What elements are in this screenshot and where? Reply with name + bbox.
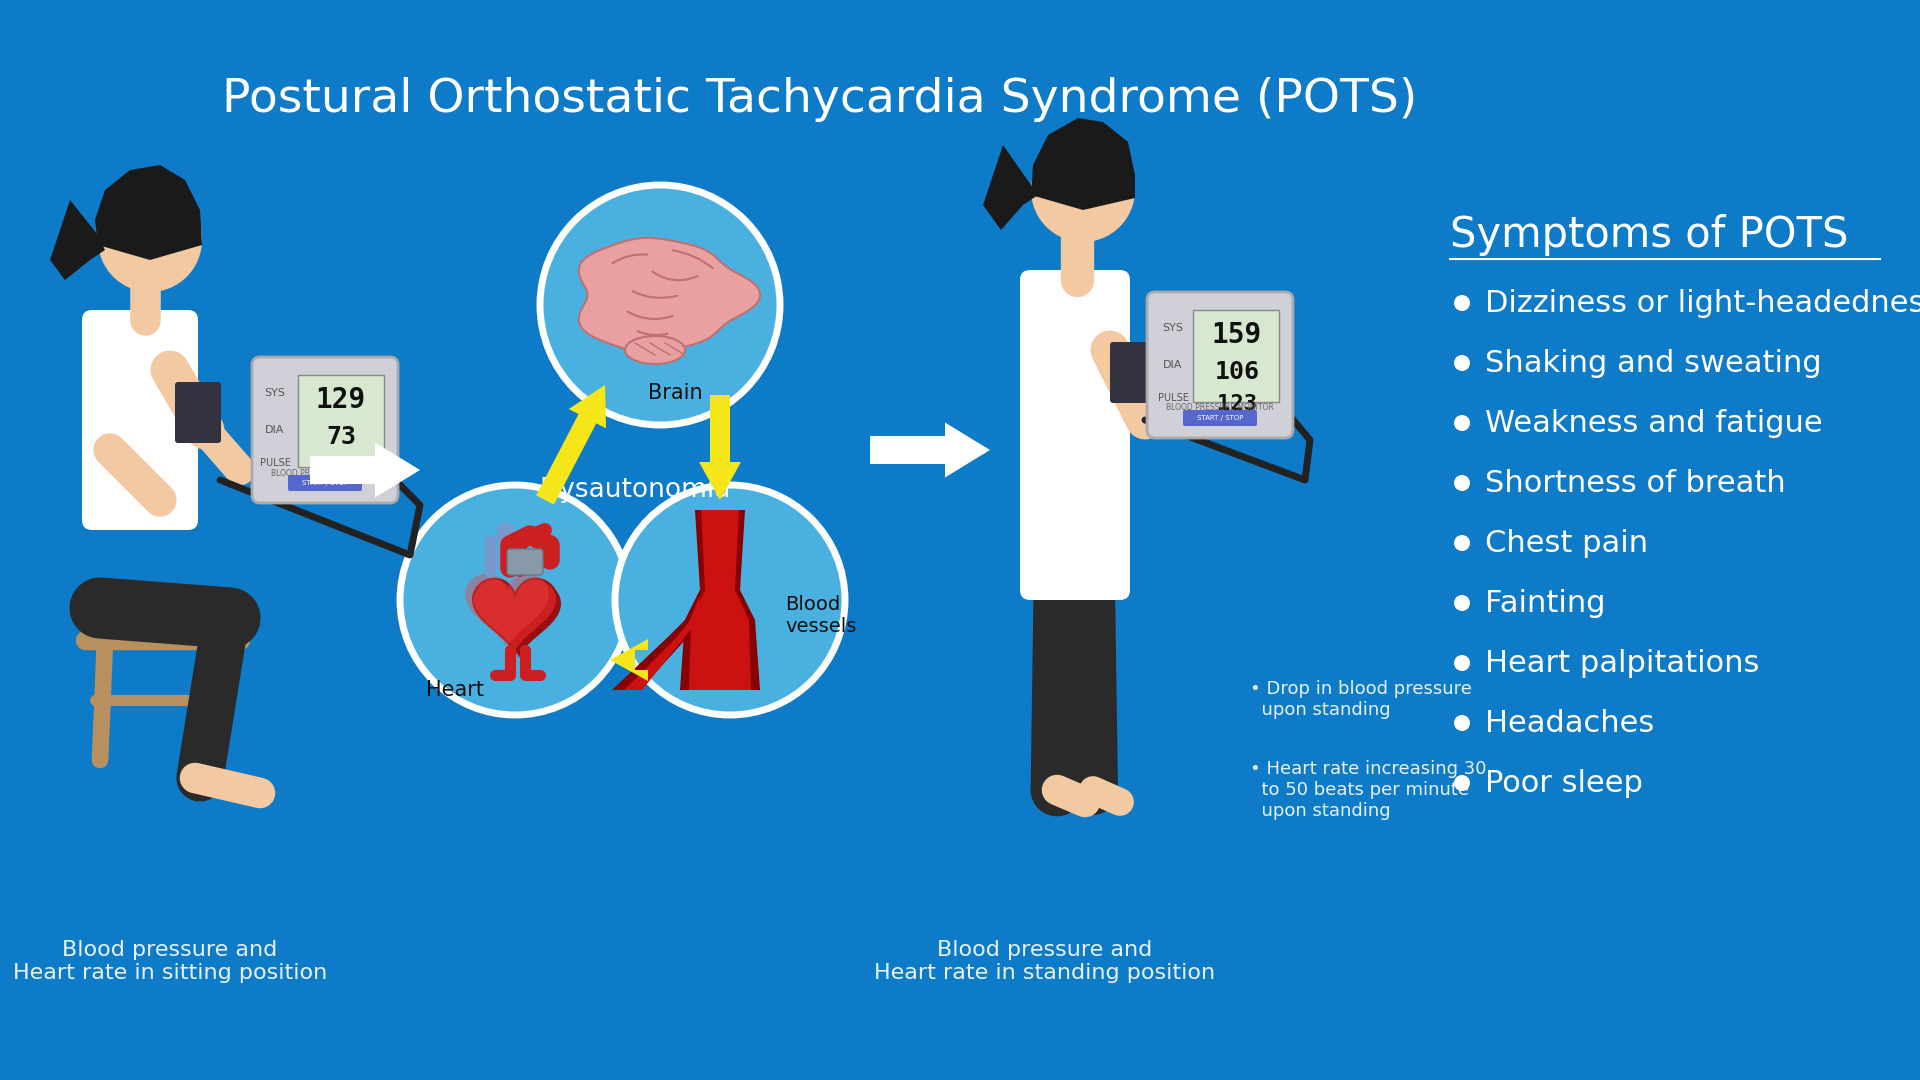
Circle shape [1031,138,1135,242]
Text: Brain: Brain [647,383,703,403]
Polygon shape [611,639,649,681]
Text: Chest pain: Chest pain [1484,528,1647,557]
Text: 129: 129 [317,386,367,414]
FancyBboxPatch shape [1183,410,1258,426]
FancyBboxPatch shape [1110,342,1154,403]
Polygon shape [870,422,991,477]
FancyBboxPatch shape [288,475,363,491]
Circle shape [1453,355,1471,372]
Text: 106: 106 [1215,360,1260,384]
Polygon shape [624,595,701,690]
FancyBboxPatch shape [507,549,543,575]
Text: 123: 123 [1217,394,1258,414]
Text: SYS: SYS [265,388,286,399]
Text: Shortness of breath: Shortness of breath [1484,469,1786,498]
Circle shape [614,485,845,715]
Text: Blood pressure and
Heart rate in standing position: Blood pressure and Heart rate in standin… [874,940,1215,983]
Polygon shape [689,510,751,690]
Text: 159: 159 [1212,321,1261,349]
Polygon shape [680,510,760,690]
Text: BLOOD PRESSURE MONITOR: BLOOD PRESSURE MONITOR [271,469,378,477]
Text: PULSE: PULSE [1158,393,1188,403]
Polygon shape [699,395,741,500]
FancyBboxPatch shape [252,357,397,503]
Circle shape [1453,295,1471,311]
Text: Fainting: Fainting [1484,589,1605,618]
Text: Postural Orthostatic Tachycardia Syndrome (POTS): Postural Orthostatic Tachycardia Syndrom… [223,78,1417,122]
Circle shape [1453,654,1471,671]
Text: Heart palpitations: Heart palpitations [1484,648,1759,677]
Circle shape [1453,475,1471,491]
Polygon shape [612,590,703,690]
Text: START / STOP: START / STOP [1196,415,1242,421]
Ellipse shape [626,336,685,364]
Text: PULSE: PULSE [259,458,290,468]
Circle shape [98,188,202,292]
Circle shape [1453,415,1471,431]
FancyBboxPatch shape [1192,310,1279,402]
Polygon shape [94,165,202,260]
Circle shape [399,485,630,715]
Text: 70: 70 [328,459,355,480]
Polygon shape [536,384,607,504]
Circle shape [1453,595,1471,611]
Text: Blood
vessels: Blood vessels [785,594,856,635]
Text: Headaches: Headaches [1484,708,1655,738]
Polygon shape [309,443,420,498]
Text: • Heart rate increasing 30
  to 50 beats per minute
  upon standing: • Heart rate increasing 30 to 50 beats p… [1250,760,1486,820]
Text: Symptoms of POTS: Symptoms of POTS [1450,214,1849,256]
Circle shape [1453,775,1471,791]
FancyBboxPatch shape [1146,292,1292,438]
Polygon shape [578,238,760,352]
Polygon shape [983,145,1039,230]
Text: 73: 73 [326,426,355,449]
Text: Shaking and sweating: Shaking and sweating [1484,349,1822,378]
Text: Poor sleep: Poor sleep [1484,769,1644,797]
Polygon shape [465,573,549,650]
Text: START / STOP: START / STOP [301,480,348,486]
Text: BLOOD PRESSURE MONITOR: BLOOD PRESSURE MONITOR [1165,404,1273,413]
Circle shape [1453,715,1471,731]
FancyBboxPatch shape [298,375,384,467]
Text: Dizziness or light-headedness: Dizziness or light-headedness [1484,288,1920,318]
FancyBboxPatch shape [175,382,221,443]
Polygon shape [50,200,106,280]
Text: DIA: DIA [1164,360,1183,370]
Text: DIA: DIA [265,426,284,435]
Polygon shape [472,579,557,654]
Text: Heart: Heart [426,680,484,700]
Circle shape [1453,535,1471,551]
Circle shape [540,185,780,426]
FancyBboxPatch shape [83,310,198,530]
Text: Blood pressure and
Heart rate in sitting position: Blood pressure and Heart rate in sitting… [13,940,326,983]
Polygon shape [1031,118,1135,210]
FancyBboxPatch shape [1020,270,1131,600]
Text: Dysautonomia: Dysautonomia [540,477,732,503]
Text: • Drop in blood pressure
  upon standing: • Drop in blood pressure upon standing [1250,680,1473,719]
Text: SYS: SYS [1162,323,1183,333]
Polygon shape [476,583,561,659]
Text: Weakness and fatigue: Weakness and fatigue [1484,408,1822,437]
